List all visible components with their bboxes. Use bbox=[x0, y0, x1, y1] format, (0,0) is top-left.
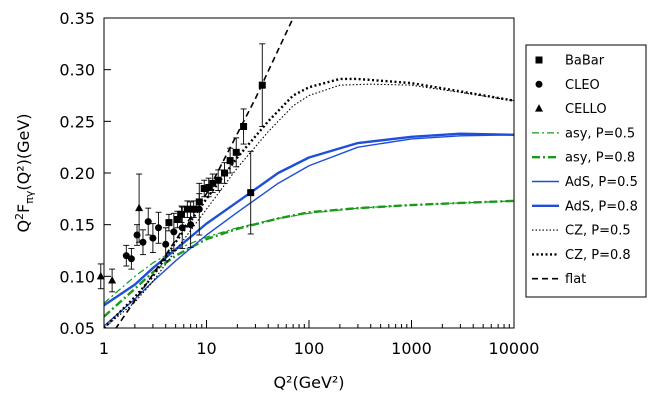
cleo-point bbox=[187, 221, 195, 229]
babar-point bbox=[214, 176, 222, 184]
curve-cz-p-0-5 bbox=[104, 83, 514, 328]
babar-point bbox=[173, 216, 181, 223]
babar-point bbox=[200, 185, 208, 192]
babar-point bbox=[240, 123, 248, 130]
y-tick-label: 0.30 bbox=[59, 61, 95, 80]
cleo-point bbox=[178, 224, 186, 232]
legend-label-babar: BaBar bbox=[565, 54, 605, 69]
x-tick-label: 100 bbox=[294, 339, 325, 358]
y-tick-label: 0.05 bbox=[59, 319, 95, 338]
curve-layer bbox=[104, 18, 514, 328]
legend-label-cz-p-0-8: CZ, P=0.8 bbox=[565, 248, 631, 263]
data-point-layer bbox=[96, 43, 266, 293]
cleo-point bbox=[170, 228, 178, 236]
legend-label-flat: flat bbox=[565, 272, 586, 287]
babar-point bbox=[177, 210, 185, 218]
x-axis: 1 10 100 1000 10000 bbox=[99, 320, 540, 358]
babar-point bbox=[209, 179, 217, 187]
legend-label-ads-p-0-5: AdS, P=0.5 bbox=[565, 175, 638, 190]
legend-label-ads-p-0-8: AdS, P=0.8 bbox=[565, 199, 638, 214]
cleo-point bbox=[122, 252, 130, 260]
curve-ads-p-0-8 bbox=[104, 132, 514, 307]
legend-marker-cleo bbox=[535, 80, 543, 88]
cleo-point bbox=[162, 240, 170, 248]
legend-label-asy-p-0-5: asy, P=0.5 bbox=[565, 126, 635, 141]
legend-label-cello: CELLO bbox=[565, 102, 607, 117]
cleo-point bbox=[139, 238, 147, 246]
y-axis-title-sub: πγ bbox=[23, 190, 36, 204]
y-tick-label: 0.15 bbox=[59, 216, 95, 235]
babar-point bbox=[183, 205, 191, 213]
cleo-point bbox=[127, 255, 135, 263]
cello-point bbox=[135, 203, 144, 212]
y-axis: 0.05 0.10 0.15 0.20 0.25 0.30 0.35 bbox=[59, 9, 111, 338]
babar-point bbox=[258, 81, 266, 89]
babar-point bbox=[226, 157, 234, 165]
y-axis-title-f: F bbox=[14, 204, 33, 213]
legend-label-cz-p-0-5: CZ, P=0.5 bbox=[565, 224, 631, 239]
legend: BaBar CLEO CELLO asy, P=0.5 asy, P=0.8 AdS, P… bbox=[532, 54, 638, 287]
legend-marker-cello bbox=[535, 104, 543, 112]
cello-point bbox=[108, 275, 117, 284]
y-axis-title-sup: 2 bbox=[13, 213, 26, 220]
legend-label-asy-p-0-8: asy, P=0.8 bbox=[565, 151, 635, 166]
babar-point bbox=[232, 148, 240, 156]
cleo-point bbox=[154, 224, 162, 232]
legend-marker-babar bbox=[535, 56, 543, 64]
y-axis-title-rest: (Q²)(GeV) bbox=[14, 113, 33, 190]
babar-point bbox=[247, 189, 255, 197]
legend-label-cleo: CLEO bbox=[565, 78, 600, 93]
y-tick-label: 0.20 bbox=[59, 164, 95, 183]
curve-asy-p-0-8 bbox=[104, 199, 514, 318]
y-axis-title: Q2Fπγ(Q²)(GeV) bbox=[13, 113, 36, 232]
x-tick-label: 1 bbox=[99, 339, 109, 358]
babar-point bbox=[165, 219, 173, 227]
y-tick-label: 0.35 bbox=[59, 9, 95, 28]
x-tick-label: 10000 bbox=[489, 339, 540, 358]
y-axis-title-q: Q bbox=[14, 220, 33, 233]
y-tick-label: 0.10 bbox=[59, 267, 95, 286]
curve-cz-p-0-8 bbox=[104, 77, 514, 328]
cleo-point bbox=[149, 234, 157, 242]
curve-flat bbox=[115, 18, 294, 328]
x-tick-label: 1000 bbox=[391, 339, 432, 358]
plot-frame bbox=[103, 17, 515, 329]
babar-point bbox=[205, 183, 213, 191]
x-tick-label: 10 bbox=[196, 339, 216, 358]
cleo-point bbox=[195, 205, 203, 213]
babar-point bbox=[221, 169, 229, 177]
x-axis-title: Q²(GeV²) bbox=[273, 373, 344, 392]
cello-point bbox=[96, 271, 105, 280]
y-tick-label: 0.25 bbox=[59, 112, 95, 131]
babar-point bbox=[190, 205, 198, 213]
